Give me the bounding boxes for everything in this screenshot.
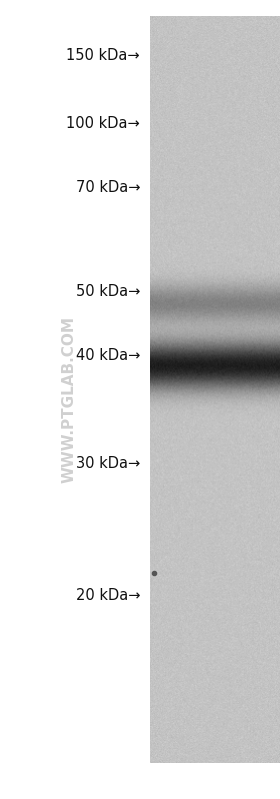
Text: 50 kDa→: 50 kDa→ [76,284,140,299]
Text: WWW.PTGLAB.COM: WWW.PTGLAB.COM [61,316,76,483]
Text: 70 kDa→: 70 kDa→ [76,181,140,195]
Text: 20 kDa→: 20 kDa→ [76,588,140,602]
Text: 40 kDa→: 40 kDa→ [76,348,140,363]
Text: 150 kDa→: 150 kDa→ [66,49,140,63]
Text: 30 kDa→: 30 kDa→ [76,456,140,471]
Text: 100 kDa→: 100 kDa→ [66,117,140,131]
